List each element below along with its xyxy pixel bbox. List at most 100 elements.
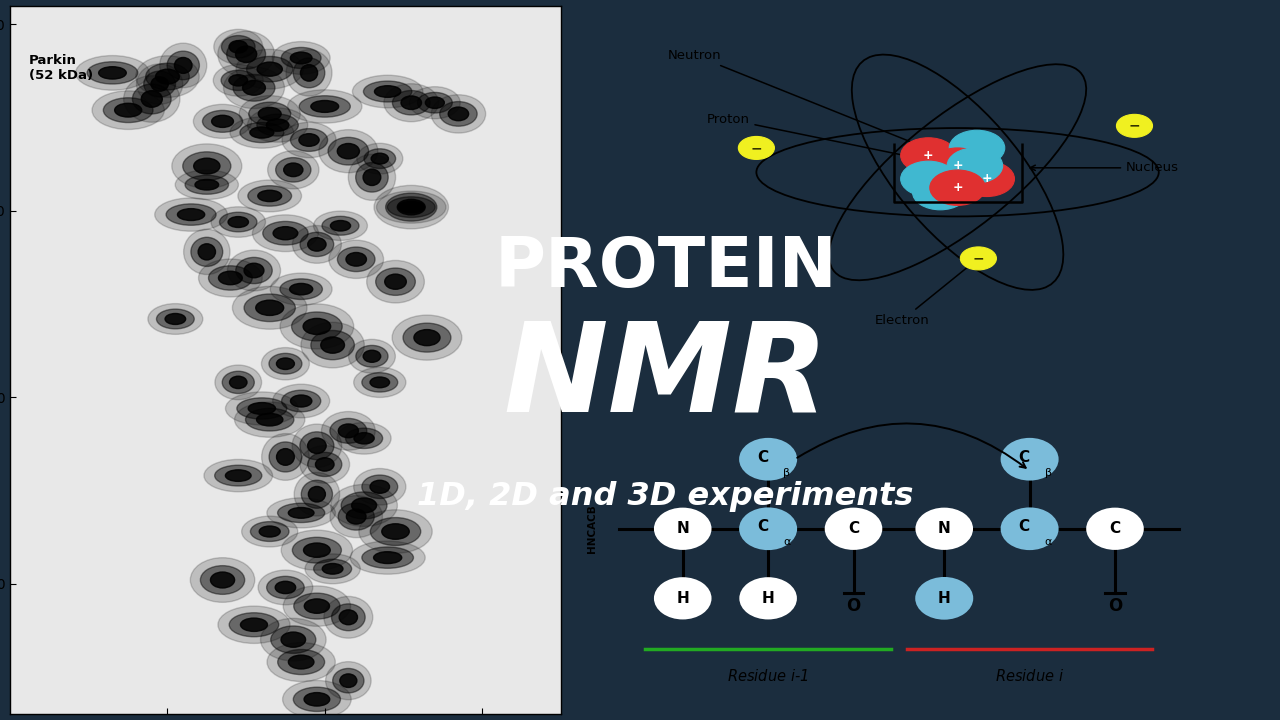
Ellipse shape xyxy=(381,523,410,539)
Ellipse shape xyxy=(338,503,374,530)
Ellipse shape xyxy=(225,392,298,425)
Text: +: + xyxy=(952,181,963,194)
Ellipse shape xyxy=(288,508,314,518)
Ellipse shape xyxy=(307,238,326,251)
Ellipse shape xyxy=(338,424,358,438)
Ellipse shape xyxy=(282,530,352,570)
Ellipse shape xyxy=(352,498,376,513)
Ellipse shape xyxy=(276,449,294,465)
Ellipse shape xyxy=(165,313,186,325)
Text: H: H xyxy=(676,591,689,606)
Ellipse shape xyxy=(292,312,342,341)
Circle shape xyxy=(1116,114,1152,138)
Circle shape xyxy=(929,170,986,205)
Ellipse shape xyxy=(183,229,230,274)
Ellipse shape xyxy=(330,220,351,231)
Ellipse shape xyxy=(250,127,274,138)
Ellipse shape xyxy=(314,211,367,240)
Ellipse shape xyxy=(156,69,179,84)
Ellipse shape xyxy=(292,225,342,264)
Ellipse shape xyxy=(225,470,251,482)
Ellipse shape xyxy=(364,350,380,362)
Ellipse shape xyxy=(174,58,192,73)
Ellipse shape xyxy=(273,42,330,74)
Ellipse shape xyxy=(342,492,387,519)
Ellipse shape xyxy=(300,233,334,256)
Ellipse shape xyxy=(401,96,421,109)
Ellipse shape xyxy=(282,122,337,158)
Ellipse shape xyxy=(191,238,223,266)
Ellipse shape xyxy=(393,91,430,115)
Ellipse shape xyxy=(291,52,312,64)
Ellipse shape xyxy=(198,259,262,297)
Ellipse shape xyxy=(303,318,330,335)
Ellipse shape xyxy=(338,247,375,271)
Ellipse shape xyxy=(330,485,397,526)
Text: Electron: Electron xyxy=(874,261,975,327)
Ellipse shape xyxy=(308,487,325,502)
Ellipse shape xyxy=(211,115,233,127)
Ellipse shape xyxy=(257,190,282,202)
Ellipse shape xyxy=(136,55,200,97)
Ellipse shape xyxy=(219,271,242,284)
Ellipse shape xyxy=(425,97,444,109)
Ellipse shape xyxy=(141,91,163,107)
Text: C: C xyxy=(758,519,768,534)
Ellipse shape xyxy=(300,446,349,483)
Text: H: H xyxy=(762,591,774,606)
Ellipse shape xyxy=(92,91,164,130)
Text: H: H xyxy=(938,591,951,606)
Ellipse shape xyxy=(124,76,180,122)
Ellipse shape xyxy=(325,662,371,700)
Ellipse shape xyxy=(362,475,398,498)
Ellipse shape xyxy=(323,216,358,235)
Ellipse shape xyxy=(347,509,366,524)
Ellipse shape xyxy=(392,315,462,360)
Ellipse shape xyxy=(186,175,229,194)
Text: N: N xyxy=(676,521,689,536)
Circle shape xyxy=(1087,508,1143,549)
Ellipse shape xyxy=(211,207,265,238)
Ellipse shape xyxy=(293,593,340,619)
Text: C: C xyxy=(847,521,859,536)
Ellipse shape xyxy=(410,86,461,119)
Ellipse shape xyxy=(330,418,367,444)
Ellipse shape xyxy=(247,56,293,82)
Ellipse shape xyxy=(218,31,274,77)
Ellipse shape xyxy=(195,179,219,190)
Ellipse shape xyxy=(288,90,362,123)
Ellipse shape xyxy=(321,412,375,450)
Circle shape xyxy=(1002,439,1057,480)
Ellipse shape xyxy=(151,77,168,91)
Circle shape xyxy=(901,138,956,173)
Ellipse shape xyxy=(357,143,403,174)
Ellipse shape xyxy=(366,261,425,303)
Circle shape xyxy=(739,137,774,159)
Circle shape xyxy=(929,148,986,184)
Ellipse shape xyxy=(292,537,342,563)
Ellipse shape xyxy=(328,138,369,165)
Ellipse shape xyxy=(87,62,138,84)
Text: −: − xyxy=(973,251,984,266)
Ellipse shape xyxy=(294,472,339,516)
Ellipse shape xyxy=(285,50,332,96)
Ellipse shape xyxy=(261,348,310,380)
Circle shape xyxy=(913,174,968,210)
Text: N: N xyxy=(938,521,951,536)
Ellipse shape xyxy=(239,122,284,143)
Ellipse shape xyxy=(305,554,360,584)
Text: α: α xyxy=(783,537,791,547)
Ellipse shape xyxy=(348,154,396,200)
Ellipse shape xyxy=(229,613,279,636)
Ellipse shape xyxy=(266,498,335,528)
Ellipse shape xyxy=(178,209,205,220)
Ellipse shape xyxy=(364,81,412,102)
Text: +: + xyxy=(923,149,933,162)
Text: α: α xyxy=(1044,537,1052,547)
Text: 1D, 2D and 3D experiments: 1D, 2D and 3D experiments xyxy=(417,481,914,512)
Ellipse shape xyxy=(269,442,302,472)
Ellipse shape xyxy=(269,354,302,374)
Text: HNCACB: HNCACB xyxy=(588,505,596,553)
Ellipse shape xyxy=(431,95,485,133)
Ellipse shape xyxy=(132,84,172,114)
